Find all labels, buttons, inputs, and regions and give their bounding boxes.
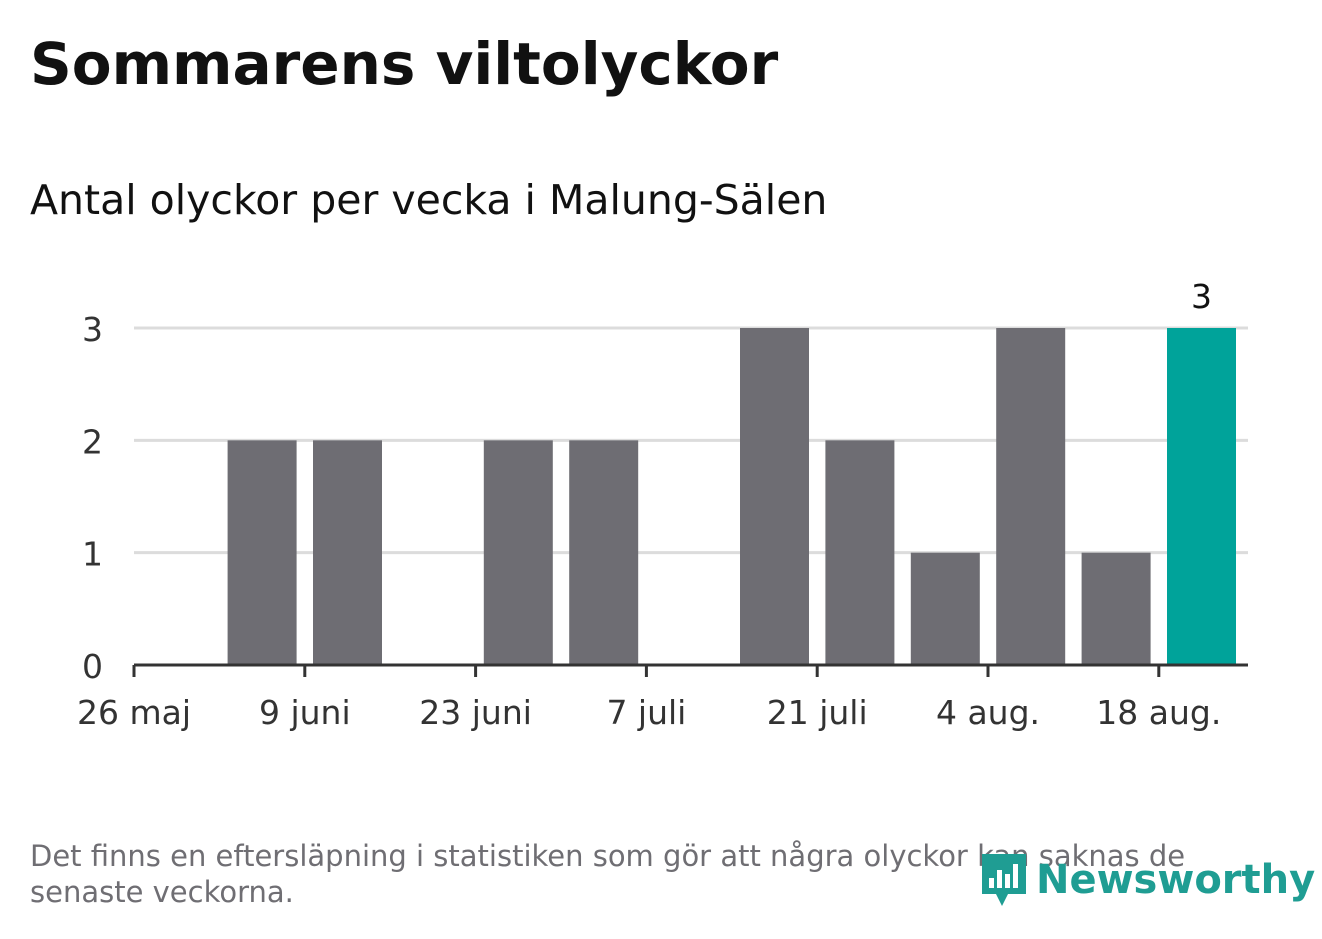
labels: 0 1 2 3 3 26 maj 9 juni 23 juni 7 juli 21 juli 4 a…: [77, 277, 1221, 732]
gridlines: [134, 326, 1248, 555]
x-axis: [132, 663, 1248, 677]
bar: [910, 552, 980, 665]
brand-name: Newsworthy: [1036, 857, 1316, 903]
x-tick-label: 23 juni: [419, 693, 532, 732]
bar-chart: 0 1 2 3 3 26 maj 9 juni 23 juni 7 juli 21 juli 4 a…: [77, 277, 1248, 732]
bar: [569, 440, 639, 665]
x-tick-label: 9 juni: [259, 693, 351, 732]
y-tick-label: 0: [82, 647, 103, 686]
x-tick-label: 26 maj: [77, 693, 191, 732]
bars: [227, 328, 1236, 665]
data-label: 3: [1191, 277, 1212, 316]
y-tick-label: 2: [82, 422, 103, 461]
newsworthy-logo-icon: [982, 854, 1026, 906]
x-tick-label: 18 aug.: [1096, 693, 1221, 732]
bar: [996, 328, 1066, 665]
chart-title: Sommarens viltolyckor: [30, 30, 779, 98]
x-tick-label: 4 aug.: [936, 693, 1040, 732]
bar: [825, 440, 895, 665]
bar: [1081, 552, 1151, 665]
x-tick-label: 21 juli: [767, 693, 868, 732]
bar: [227, 440, 297, 665]
bar: [483, 440, 553, 665]
newsworthy-logo: Newsworthy: [978, 848, 1315, 912]
x-tick-label: 7 juli: [606, 693, 686, 732]
y-tick-label: 1: [82, 535, 103, 574]
chart-subtitle: Antal olyckor per vecka i Malung-Sälen: [30, 176, 828, 224]
highlighted-bar: [1167, 328, 1236, 665]
y-tick-label: 3: [82, 310, 103, 349]
bar: [740, 328, 809, 665]
bar: [313, 440, 382, 665]
